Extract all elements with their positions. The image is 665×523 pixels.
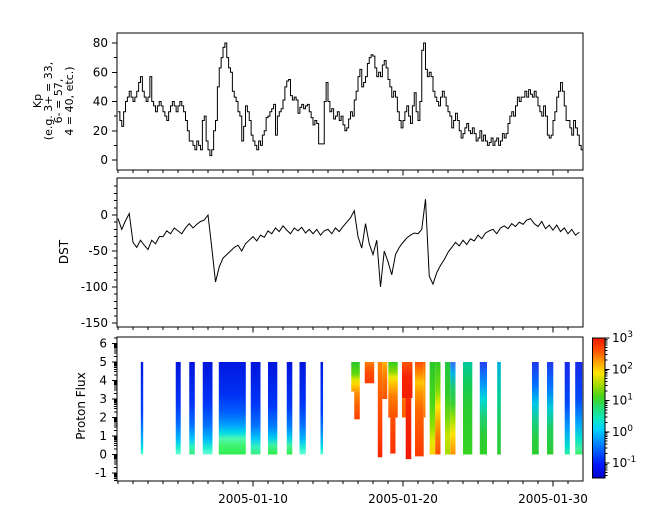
x-tick-label: 2005-01-30: [518, 492, 588, 506]
proton-flux-stripe: [401, 362, 413, 399]
proton-flux-stripe: [401, 398, 408, 418]
proton-flux-stripe: [140, 362, 144, 455]
colorbar: [592, 337, 606, 479]
proton-flux-stripe: [382, 362, 388, 399]
dst-curve: [117, 199, 580, 288]
proton-flux-stripe: [175, 362, 181, 455]
y-tick-label: 60: [93, 65, 108, 79]
kp-step-curve: [118, 42, 583, 157]
proton-flux-stripe: [479, 362, 487, 455]
proton-flux-stripe: [429, 362, 436, 455]
proton-flux-stripe: [320, 362, 324, 455]
colorbar-tick-label: 100: [612, 424, 633, 439]
proton-flux-stripe: [450, 362, 456, 455]
colorbar-tick-label: 101: [612, 393, 633, 408]
y-tick-label: 0: [100, 153, 108, 167]
proton-flux-stripe: [405, 398, 412, 460]
y-tick-label: 5: [99, 355, 107, 369]
y-tick-label: 20: [93, 124, 108, 138]
proton-flux-stripe: [388, 362, 398, 418]
proton-flux-stripe: [299, 362, 306, 455]
kp-plot-frame: [116, 32, 584, 171]
proton-flux-stripe: [575, 362, 583, 455]
proton-flux-stripe: [202, 362, 213, 455]
proton-flux-stripe: [435, 362, 441, 455]
y-tick-label: -150: [81, 316, 108, 330]
y-tick-label: -50: [88, 244, 108, 258]
proton-flux-stripe: [268, 362, 278, 455]
y-tick-label: -100: [81, 280, 108, 294]
y-tick-label: 6: [99, 337, 107, 351]
proton-flux-stripe: [189, 362, 195, 455]
proton-flux-stripe: [532, 362, 539, 455]
proton-flux-stripe: [463, 362, 473, 455]
x-tick-label: 2005-01-10: [218, 492, 288, 506]
y-tick-label: 4: [99, 374, 107, 388]
y-tick-label: 2: [99, 411, 107, 425]
proton-flux-stripe: [497, 362, 501, 455]
proton-flux-stripe: [564, 362, 570, 455]
colorbar-tick-label: 103: [612, 330, 633, 345]
y-tick-label: -1: [95, 466, 107, 480]
x-tick-label: 2005-01-20: [368, 492, 438, 506]
y-tick-label: 0: [99, 448, 107, 462]
proton-flux-stripe: [354, 391, 360, 420]
proton-flux-stripe: [390, 417, 396, 454]
y-tick-label: 3: [99, 392, 107, 406]
proton-flux-stripe: [377, 362, 383, 458]
y-tick-label: 0: [100, 208, 108, 222]
flux-plot-frame: [116, 336, 584, 482]
y-tick-label: 80: [93, 36, 108, 50]
y-tick-label: 40: [93, 95, 108, 109]
y-tick-label: 1: [99, 429, 107, 443]
proton-flux-stripe: [250, 362, 261, 455]
colorbar-tick-label: 10-1: [612, 455, 636, 470]
colorbar-tick-label: 102: [612, 361, 633, 376]
proton-flux-stripe: [423, 362, 426, 418]
proton-flux-stripe: [351, 362, 360, 392]
proton-flux-stripe: [218, 362, 246, 455]
proton-flux-stripe: [364, 362, 375, 384]
proton-flux-stripe: [547, 362, 554, 455]
dst-plot-frame: [116, 177, 584, 328]
proton-flux-stripe: [415, 362, 424, 457]
proton-flux-stripe: [286, 362, 293, 455]
proton-flux-stripe: [445, 362, 451, 455]
